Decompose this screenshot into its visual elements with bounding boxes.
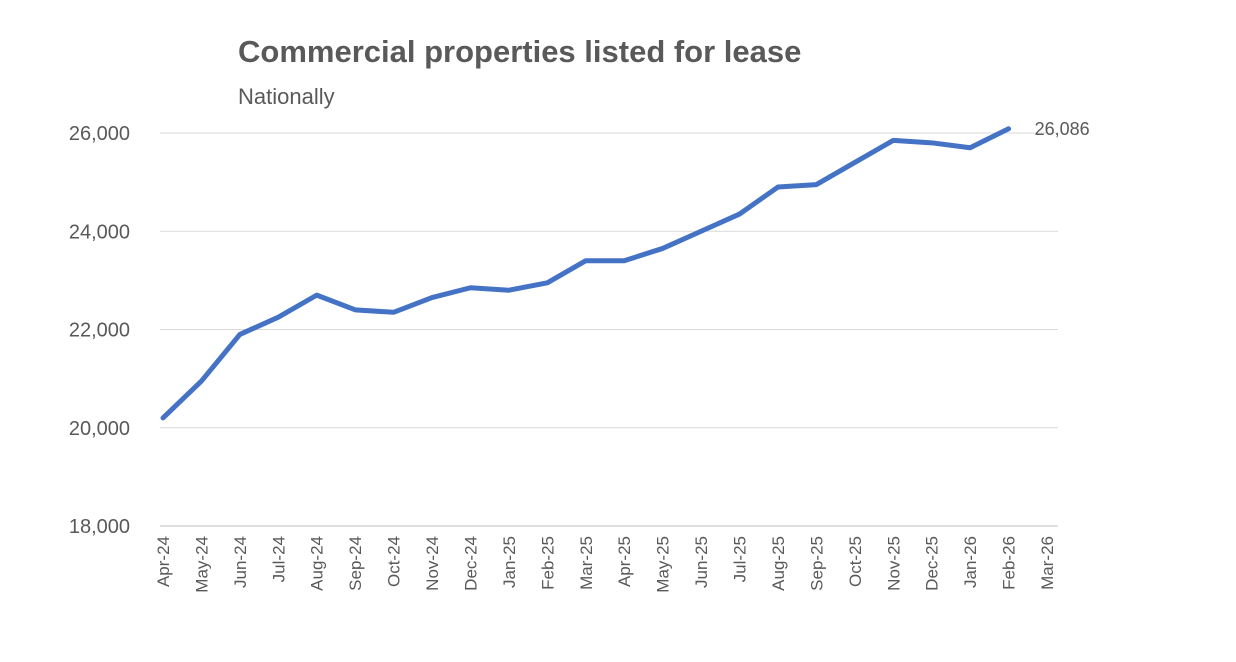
x-tick-label: Apr-25 [615,536,634,587]
x-tick-label: Feb-25 [538,536,557,590]
x-tick-label: Sep-25 [807,536,826,591]
x-tick-label: Jun-25 [692,536,711,588]
y-tick-label: 20,000 [69,418,130,440]
y-tick-label: 22,000 [69,320,130,342]
x-tick-label: Jun-24 [231,536,250,588]
x-tick-label: Nov-24 [423,536,442,591]
x-tick-label: May-24 [192,536,211,593]
x-tick-label: Dec-24 [461,536,480,591]
x-tick-label: Jan-26 [961,536,980,588]
x-tick-label: Mar-26 [1038,536,1057,590]
x-tick-label: Oct-25 [846,536,865,587]
x-tick-label: May-25 [654,536,673,593]
x-tick-label: Jan-25 [500,536,519,588]
data-label: 26,086 [1035,119,1090,139]
x-tick-label: Jul-25 [731,536,750,582]
y-tick-label: 26,000 [69,123,130,145]
x-tick-label: Aug-24 [308,536,327,591]
x-tick-label: Dec-25 [923,536,942,591]
y-tick-label: 18,000 [69,516,130,538]
data-line [160,126,1012,421]
x-tick-label: Apr-24 [154,536,173,587]
chart-subtitle: Nationally [238,84,335,109]
x-tick-label: Jul-24 [269,536,288,582]
x-tick-label: Feb-26 [1000,536,1019,590]
x-tick-label: Aug-25 [769,536,788,591]
x-tick-label: Oct-24 [385,536,404,587]
x-tick-label: Sep-24 [346,536,365,591]
x-tick-label: Mar-25 [577,536,596,590]
y-tick-label: 24,000 [69,221,130,243]
chart-title: Commercial properties listed for lease [238,34,801,69]
x-tick-label: Nov-25 [884,536,903,591]
